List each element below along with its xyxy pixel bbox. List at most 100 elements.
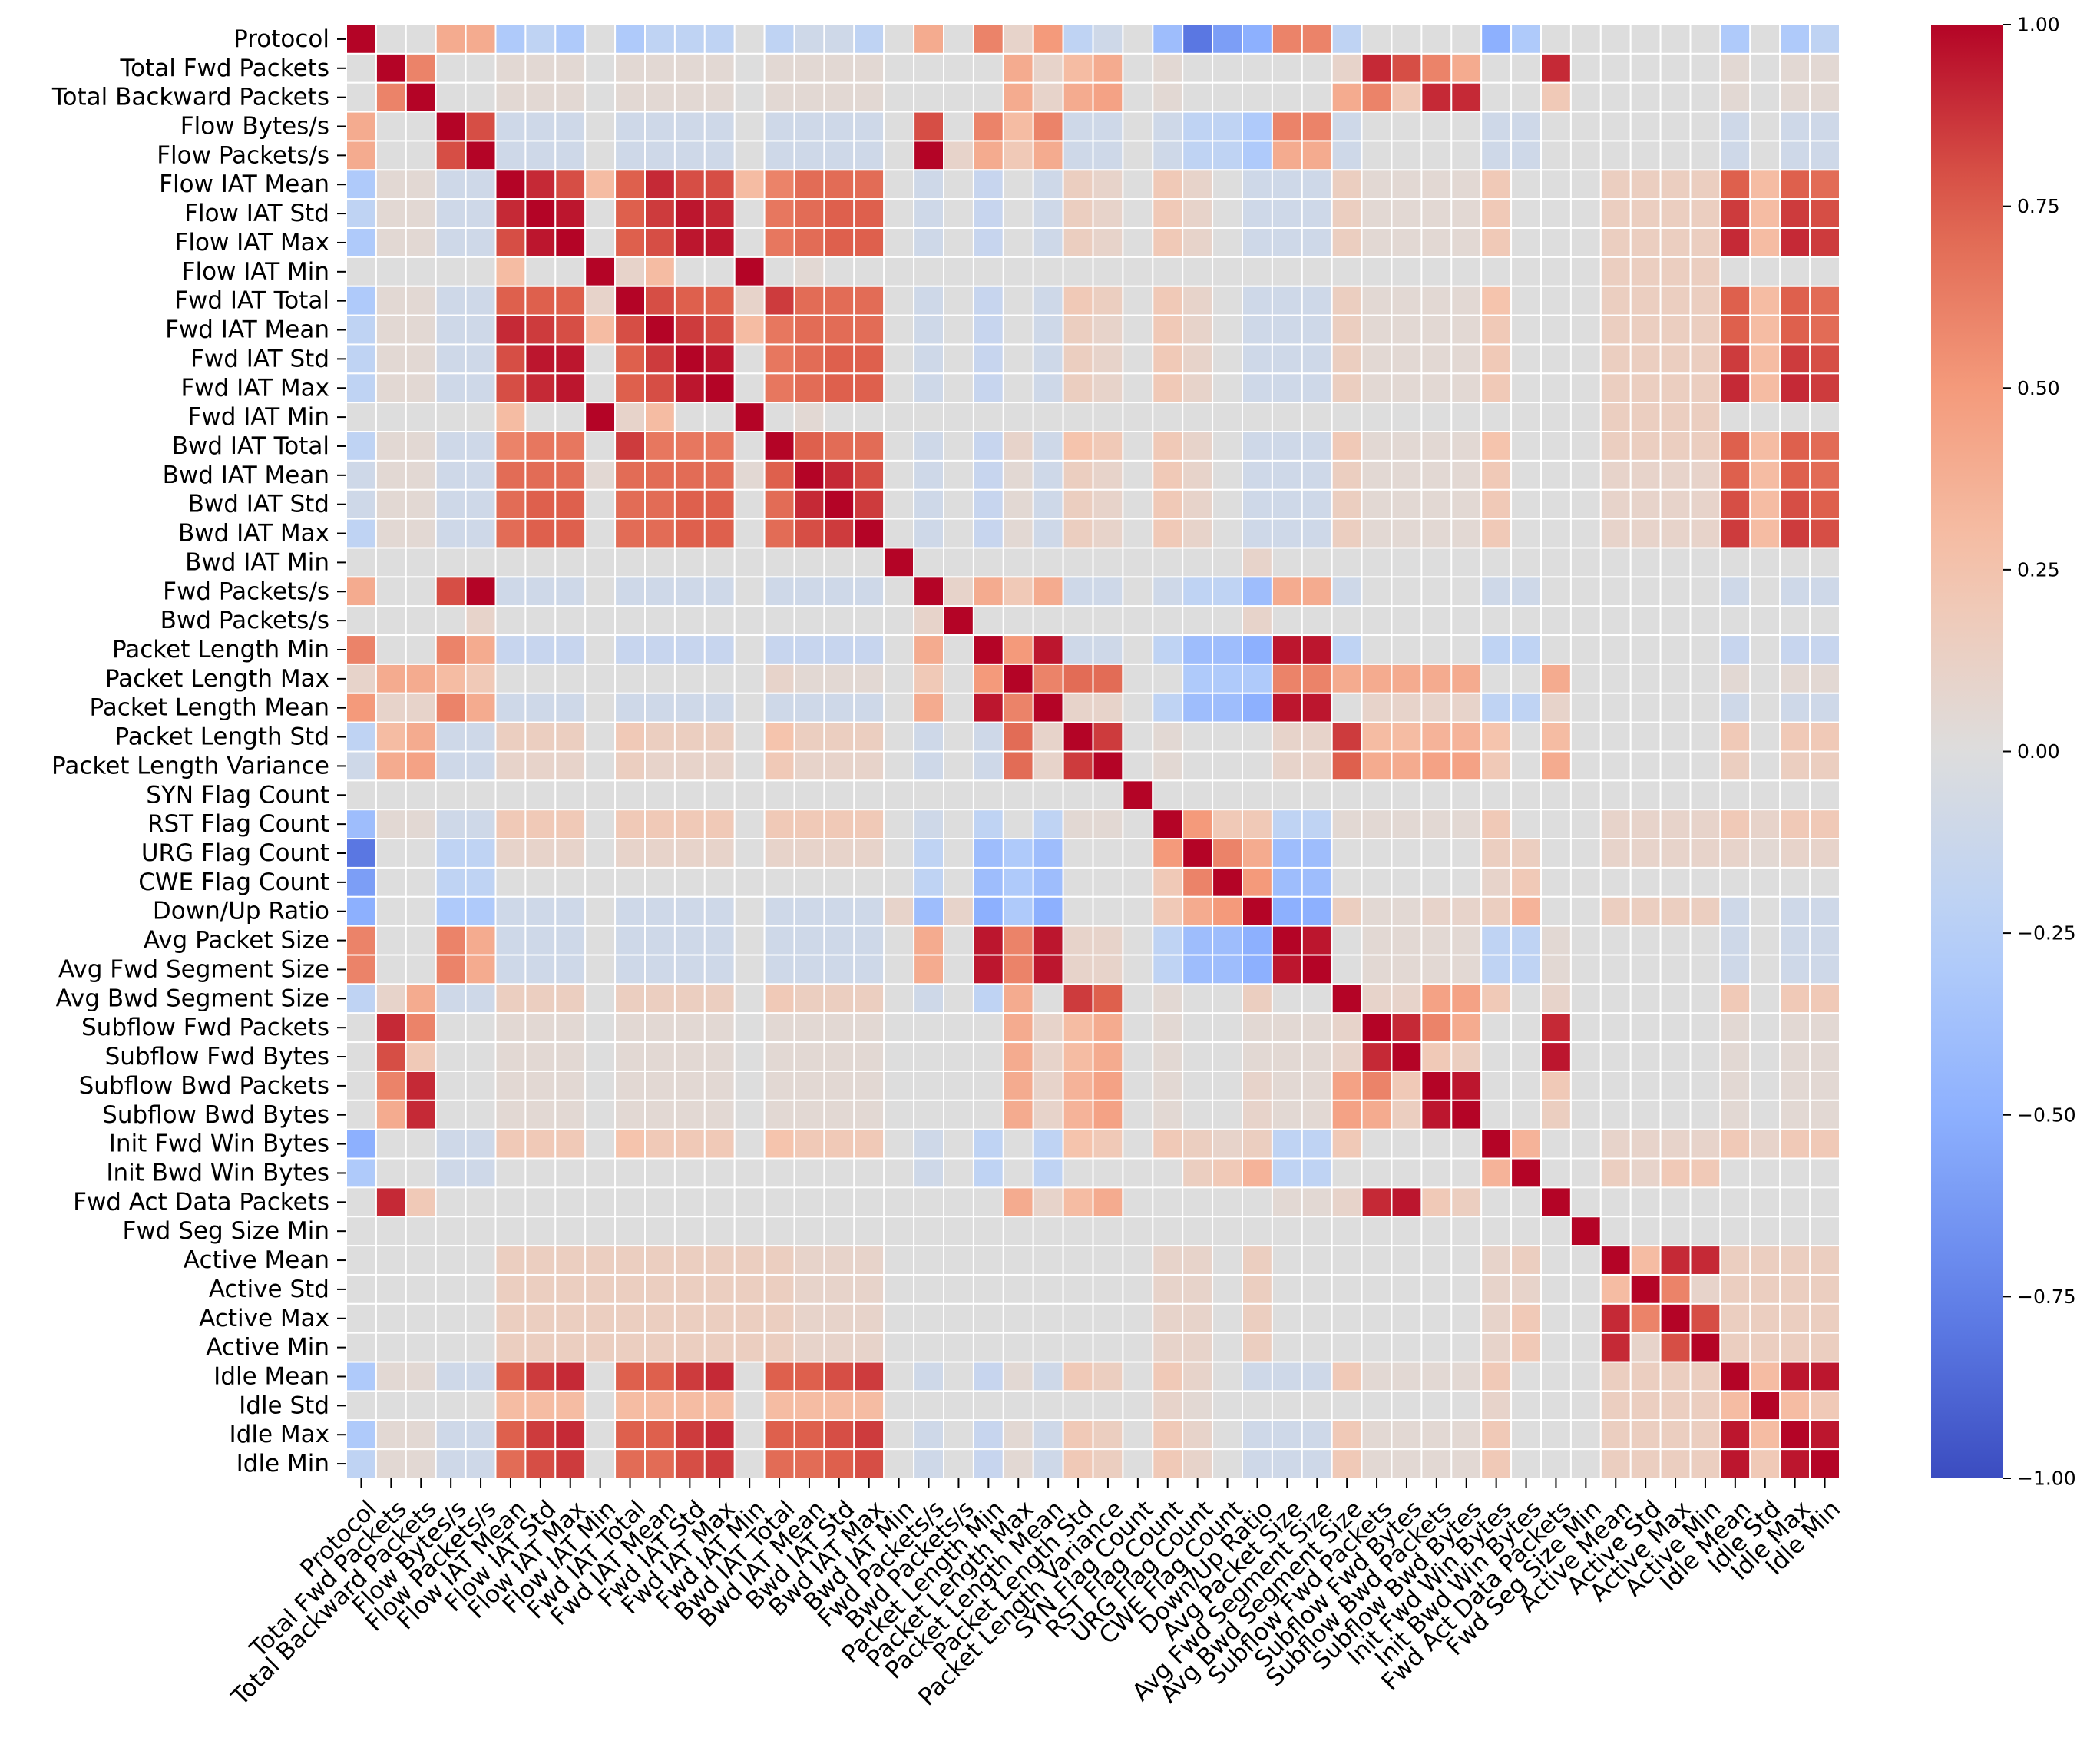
heatmap-cell-32-36	[1420, 954, 1453, 985]
heatmap-cell-4-22	[1002, 140, 1034, 171]
heatmap-cell-48-29	[1212, 1419, 1243, 1451]
heatmap-cell-25-22	[1002, 750, 1034, 782]
heatmap-cell-37-32	[1301, 1099, 1333, 1130]
heatmap-cell-3-45	[1689, 111, 1721, 142]
heatmap-cell-41-16	[823, 1216, 855, 1247]
heatmap-cell-1-12	[703, 52, 736, 84]
heatmap-cell-12-39	[1510, 372, 1542, 404]
heatmap-cell-47-28	[1182, 1390, 1214, 1421]
heatmap-cell-12-31	[1271, 372, 1303, 404]
heatmap-cell-45-20	[943, 1332, 974, 1363]
heatmap-cell-14-21	[972, 431, 1004, 462]
heatmap-cell-4-43	[1629, 140, 1662, 171]
heatmap-cell-21-28	[1182, 634, 1214, 665]
heatmap-cell-2-42	[1599, 81, 1632, 113]
heatmap-cell-1-47	[1749, 52, 1781, 84]
heatmap-cell-6-41	[1569, 198, 1602, 230]
heatmap-cell-9-10	[644, 285, 676, 316]
heatmap-cell-22-17	[853, 663, 885, 694]
heatmap-cell-30-45	[1689, 895, 1721, 927]
heatmap-cell-1-27	[1152, 52, 1184, 84]
heatmap-cell-6-5	[494, 198, 527, 230]
heatmap-cell-18-36	[1420, 547, 1453, 578]
heatmap-cell-13-1	[375, 402, 407, 433]
heatmap-cell-13-25	[1092, 402, 1124, 433]
heatmap-cell-16-25	[1092, 488, 1124, 520]
heatmap-cell-21-37	[1450, 634, 1483, 665]
heatmap-cell-23-32	[1301, 692, 1333, 723]
heatmap-cell-45-3	[435, 1332, 467, 1363]
heatmap-cell-23-35	[1391, 692, 1423, 723]
heatmap-cell-3-16	[823, 111, 855, 142]
heatmap-cell-32-38	[1480, 954, 1513, 985]
heatmap-cell-16-49	[1809, 488, 1841, 520]
heatmap-cell-37-18	[883, 1099, 915, 1130]
heatmap-cell-26-38	[1480, 779, 1513, 811]
heatmap-cell-28-29	[1212, 838, 1243, 869]
heatmap-cell-25-17	[853, 750, 885, 782]
heatmap-cell-29-38	[1480, 866, 1513, 898]
heatmap-cell-40-6	[524, 1186, 557, 1218]
heatmap-cell-45-8	[584, 1332, 617, 1363]
heatmap-cell-44-31	[1271, 1302, 1303, 1334]
heatmap-cell-3-17	[853, 111, 885, 142]
heatmap-cell-40-25	[1092, 1186, 1124, 1218]
heatmap-cell-49-3	[435, 1448, 467, 1480]
heatmap-cell-18-31	[1271, 547, 1303, 578]
heatmap-cell-3-20	[943, 111, 974, 142]
heatmap-cell-45-23	[1032, 1332, 1064, 1363]
heatmap-cell-41-14	[763, 1216, 795, 1247]
heatmap-cell-33-4	[465, 983, 497, 1014]
heatmap-cell-47-18	[883, 1390, 915, 1421]
heatmap-cell-41-42	[1599, 1216, 1632, 1247]
heatmap-cell-0-31	[1271, 24, 1303, 55]
heatmap-cell-42-29	[1212, 1245, 1243, 1276]
heatmap-cell-0-10	[644, 24, 676, 55]
heatmap-cell-30-30	[1242, 895, 1273, 927]
heatmap-cell-32-4	[465, 954, 497, 985]
heatmap-cell-6-14	[763, 198, 795, 230]
heatmap-cell-22-49	[1809, 663, 1841, 694]
heatmap-cell-44-32	[1301, 1302, 1333, 1334]
heatmap-cell-30-42	[1599, 895, 1632, 927]
heatmap-cell-20-5	[494, 605, 527, 637]
heatmap-cell-38-24	[1062, 1128, 1094, 1160]
heatmap-cell-46-22	[1002, 1361, 1034, 1392]
heatmap-cell-9-12	[703, 285, 736, 316]
heatmap-cell-48-45	[1689, 1419, 1721, 1451]
heatmap-cell-38-25	[1092, 1128, 1124, 1160]
heatmap-cell-28-1	[375, 838, 407, 869]
heatmap-cell-32-40	[1540, 954, 1572, 985]
heatmap-cell-31-9	[614, 925, 646, 956]
heatmap-cell-13-49	[1809, 402, 1841, 433]
heatmap-cell-16-4	[465, 488, 497, 520]
heatmap-cell-49-19	[913, 1448, 944, 1480]
heatmap-cell-30-23	[1032, 895, 1064, 927]
heatmap-cell-38-48	[1779, 1128, 1811, 1160]
heatmap-cell-38-5	[494, 1128, 527, 1160]
heatmap-cell-38-29	[1212, 1128, 1243, 1160]
heatmap-cell-31-35	[1391, 925, 1423, 956]
heatmap-cell-46-23	[1032, 1361, 1064, 1392]
heatmap-cell-38-43	[1629, 1128, 1662, 1160]
heatmap-cell-32-42	[1599, 954, 1632, 985]
heatmap-cell-16-23	[1032, 488, 1064, 520]
heatmap-cell-36-10	[644, 1070, 676, 1101]
heatmap-cell-21-2	[405, 634, 437, 665]
heatmap-cell-46-24	[1062, 1361, 1094, 1392]
heatmap-cell-16-36	[1420, 488, 1453, 520]
heatmap-cell-40-33	[1331, 1186, 1363, 1218]
heatmap-cell-5-38	[1480, 169, 1513, 200]
heatmap-cell-29-46	[1719, 866, 1751, 898]
heatmap-cell-26-7	[554, 779, 587, 811]
heatmap-cell-12-37	[1450, 372, 1483, 404]
heatmap-cell-10-23	[1032, 314, 1064, 346]
heatmap-cell-9-41	[1569, 285, 1602, 316]
heatmap-cell-16-21	[972, 488, 1004, 520]
heatmap-cell-44-5	[494, 1302, 527, 1334]
heatmap-cell-26-34	[1361, 779, 1393, 811]
heatmap-cell-31-12	[703, 925, 736, 956]
heatmap-cell-39-39	[1510, 1157, 1542, 1189]
heatmap-cell-39-42	[1599, 1157, 1632, 1189]
heatmap-cell-48-17	[853, 1419, 885, 1451]
